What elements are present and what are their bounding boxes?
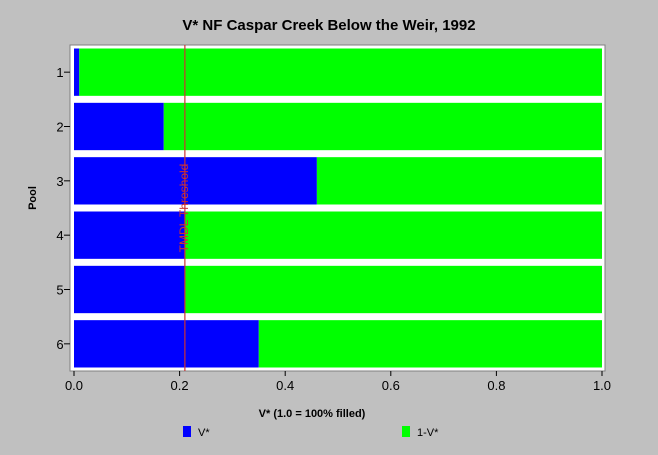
y-tick-label: 5	[56, 283, 63, 298]
bar-pool-5-vstar	[74, 265, 185, 314]
bar-pool-1-one-minus-vstar	[79, 48, 602, 96]
y-tick-label: 2	[56, 120, 63, 135]
bar-pool-4-one-minus-vstar	[184, 211, 602, 259]
bar-pool-3-one-minus-vstar	[316, 157, 602, 205]
legend-label-vstar: V*	[198, 427, 210, 439]
x-tick-label: 1.0	[593, 378, 611, 393]
plot-area	[69, 44, 606, 372]
chart-title: V* NF Caspar Creek Below the Weir, 1992	[182, 17, 475, 34]
bar-pool-2-vstar	[74, 102, 164, 151]
legend: V* 1-V*	[183, 426, 439, 439]
y-tick-label: 1	[56, 65, 63, 80]
threshold-label: TMDL Threshold	[177, 164, 191, 253]
y-tick-label: 3	[56, 174, 63, 189]
bars-group	[74, 48, 602, 368]
bar-pool-2-one-minus-vstar	[163, 102, 602, 151]
x-tick-label: 0.6	[382, 378, 400, 393]
bar-pool-5-one-minus-vstar	[184, 265, 602, 314]
bar-pool-6-vstar	[74, 320, 259, 368]
x-tick-label: 0.2	[171, 378, 189, 393]
y-axis-title: Pool	[27, 186, 39, 210]
x-axis-title: V* (1.0 = 100% filled)	[259, 408, 366, 420]
legend-swatch-vstar	[183, 426, 191, 437]
x-tick-label: 0.0	[65, 378, 83, 393]
y-tick-label: 4	[56, 228, 63, 243]
bar-pool-1-vstar	[74, 48, 80, 96]
x-tick-labels: 0.0 0.2 0.4 0.6 0.8 1.0	[65, 371, 611, 393]
legend-swatch-one-minus-vstar	[402, 426, 410, 437]
bar-pool-3-vstar	[74, 157, 317, 205]
x-tick-label: 0.8	[487, 378, 505, 393]
legend-label-one-minus-vstar: 1-V*	[417, 427, 439, 439]
y-tick-label: 6	[56, 337, 63, 352]
y-tick-labels: 1 2 3 4 5 6	[56, 65, 70, 352]
x-tick-label: 0.4	[276, 378, 294, 393]
bar-pool-6-one-minus-vstar	[258, 320, 602, 368]
bar-pool-4-vstar	[74, 211, 185, 259]
